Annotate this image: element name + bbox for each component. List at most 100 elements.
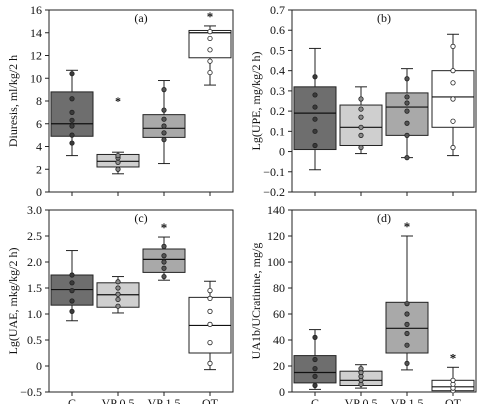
data-point <box>161 273 167 280</box>
data-point <box>404 330 410 337</box>
y-tick-label: 140 <box>267 203 285 217</box>
x-tick-label: VP 1.5 <box>148 396 181 404</box>
y-tick-label: 120 <box>267 229 285 243</box>
data-point <box>161 265 167 271</box>
outlier-marker: * <box>115 94 121 108</box>
data-point <box>358 106 364 112</box>
data-point <box>404 108 410 114</box>
data-point <box>115 291 121 297</box>
data-point <box>450 43 456 50</box>
y-tick-label: 0 <box>36 185 42 199</box>
data-point <box>312 382 318 389</box>
data-point <box>312 104 318 110</box>
x-tick-label: OT <box>445 396 462 404</box>
y-tick-label: 14 <box>30 26 42 40</box>
data-point <box>207 35 213 42</box>
y-axis-title: Diuresis, ml/kg/2 h <box>6 55 20 147</box>
data-point <box>69 132 75 138</box>
data-point <box>404 120 410 126</box>
y-tick-label: 1.0 <box>27 307 42 321</box>
y-tick-label: 10 <box>30 71 42 85</box>
x-tick-label: OT <box>202 396 219 404</box>
y-tick-label: 0.5 <box>270 43 285 57</box>
plot-frame <box>291 209 477 393</box>
data-point <box>450 96 456 102</box>
box-c <box>293 47 337 171</box>
y-tick-label: 8 <box>36 94 42 108</box>
data-point <box>450 80 456 86</box>
box-c <box>50 69 94 157</box>
data-point <box>358 114 364 120</box>
data-point <box>312 92 318 98</box>
data-point <box>69 298 75 304</box>
box-c <box>293 329 337 390</box>
panel-label: (a) <box>134 11 147 25</box>
y-tick-label: 0 <box>279 385 285 399</box>
y-tick-label: 0.5 <box>27 333 42 347</box>
y-tick-label: 2.0 <box>27 255 42 269</box>
box-ot <box>431 33 475 157</box>
data-point <box>69 272 75 278</box>
box-c <box>50 250 94 322</box>
y-tick-label: 60 <box>273 307 285 321</box>
data-point <box>161 130 167 136</box>
data-point <box>404 360 410 366</box>
data-point <box>450 144 456 151</box>
box-ot: * <box>188 9 232 86</box>
y-tick-label: 100 <box>267 255 285 269</box>
data-point <box>161 116 167 122</box>
significance-asterisk: * <box>161 220 168 235</box>
x-tick-label: C <box>311 396 319 404</box>
data-point <box>404 76 410 82</box>
x-tick-label: VP 0.5 <box>345 396 378 404</box>
data-point <box>404 94 410 100</box>
data-point <box>312 365 318 372</box>
y-tick-label: 2.5 <box>27 229 42 243</box>
data-point <box>115 296 121 303</box>
y-tick-label: 16 <box>30 3 42 17</box>
y-tick-label: −0.1 <box>263 165 285 179</box>
data-point <box>358 124 364 130</box>
data-point <box>161 243 167 249</box>
data-point <box>115 285 121 291</box>
panel-label: (d) <box>377 211 391 225</box>
data-point <box>207 308 213 314</box>
box-ot <box>188 280 232 371</box>
chart-panel-4: 0 20 40 60 80 100 120 140 C VP 0.5 VP 1.5 OT UA1b/UC… <box>249 203 477 404</box>
y-tick-label: 0.6 <box>270 23 285 37</box>
data-point <box>207 69 213 76</box>
data-point <box>161 107 167 113</box>
y-tick-label: −0.2 <box>263 185 285 199</box>
y-tick-label: 80 <box>273 281 285 295</box>
chart-panel-1: 0 2 4 6 8 10 12 14 16 Diuresis, ml/kg/2 h (a) * * <box>6 3 234 199</box>
plot-frame <box>48 209 234 393</box>
data-point <box>69 280 75 286</box>
data-point <box>207 47 213 53</box>
y-tick-label: 0.3 <box>270 84 285 98</box>
y-tick-label: 40 <box>273 333 285 347</box>
y-tick-label: 0 <box>279 145 285 159</box>
x-tick-label: VP 0.5 <box>102 396 135 404</box>
y-axis-title: UA1b/UCratinine, mg/g <box>249 243 263 360</box>
data-point <box>69 71 75 77</box>
chart-panel-2: −0.2 −0.1 0 0.1 0.2 0.3 0.4 0.5 0.6 0.7 Lg(UPE, mg… <box>249 3 477 199</box>
data-point <box>207 360 213 366</box>
y-tick-label: 0.4 <box>270 64 285 78</box>
data-point <box>207 339 213 346</box>
data-point <box>69 140 75 146</box>
data-point <box>404 342 410 348</box>
data-point <box>207 287 213 294</box>
data-point <box>115 303 121 309</box>
x-tick-label: C <box>68 396 76 404</box>
box-ot: * <box>431 350 475 394</box>
data-point <box>358 365 364 372</box>
data-point <box>69 287 75 294</box>
data-point <box>404 311 410 317</box>
data-point <box>312 334 318 340</box>
data-point <box>115 279 121 285</box>
y-tick-label: 0.7 <box>270 3 285 17</box>
data-point <box>312 373 318 379</box>
y-tick-label: 0.1 <box>270 124 285 138</box>
data-point <box>312 356 318 363</box>
data-point <box>404 321 410 327</box>
